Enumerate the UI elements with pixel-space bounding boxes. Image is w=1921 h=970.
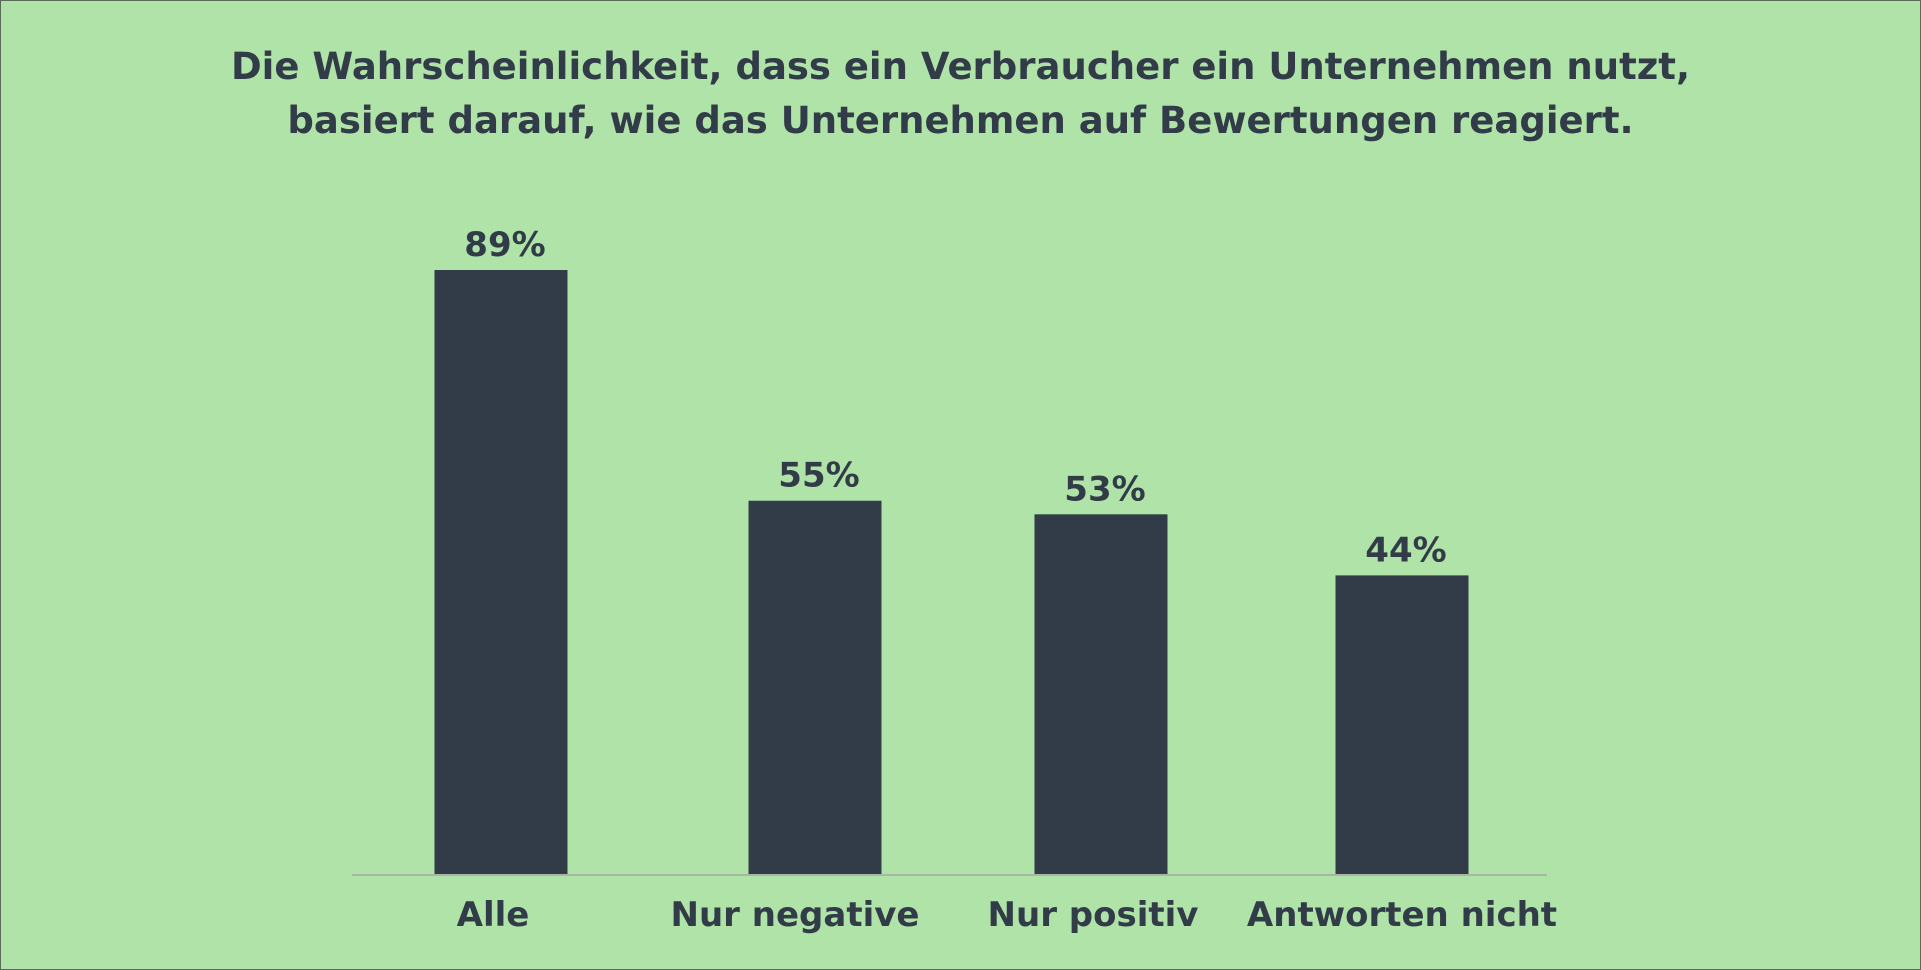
bar-3	[1335, 575, 1469, 874]
bar-1	[748, 500, 882, 874]
bar-value-label-2: 53%	[1064, 469, 1145, 509]
category-label-0: Alle	[457, 895, 530, 935]
chart-title-line-1: Die Wahrscheinlichkeit, dass ein Verbrau…	[230, 45, 1691, 88]
category-label-2: Nur positiv	[988, 895, 1199, 935]
category-label-3: Antworten nicht	[1247, 895, 1557, 935]
chart-title: Die Wahrscheinlichkeit, dass ein Verbrau…	[0, 40, 1921, 148]
bar-2	[1034, 514, 1168, 874]
category-label-1: Nur negative	[671, 895, 920, 935]
bar-value-label-3: 44%	[1365, 530, 1446, 570]
chart-title-line-2: basiert darauf, wie das Unternehmen auf …	[287, 99, 1634, 142]
bar-0	[434, 270, 568, 874]
bar-value-label-0: 89%	[464, 225, 545, 265]
bar-value-label-1: 55%	[778, 456, 859, 496]
